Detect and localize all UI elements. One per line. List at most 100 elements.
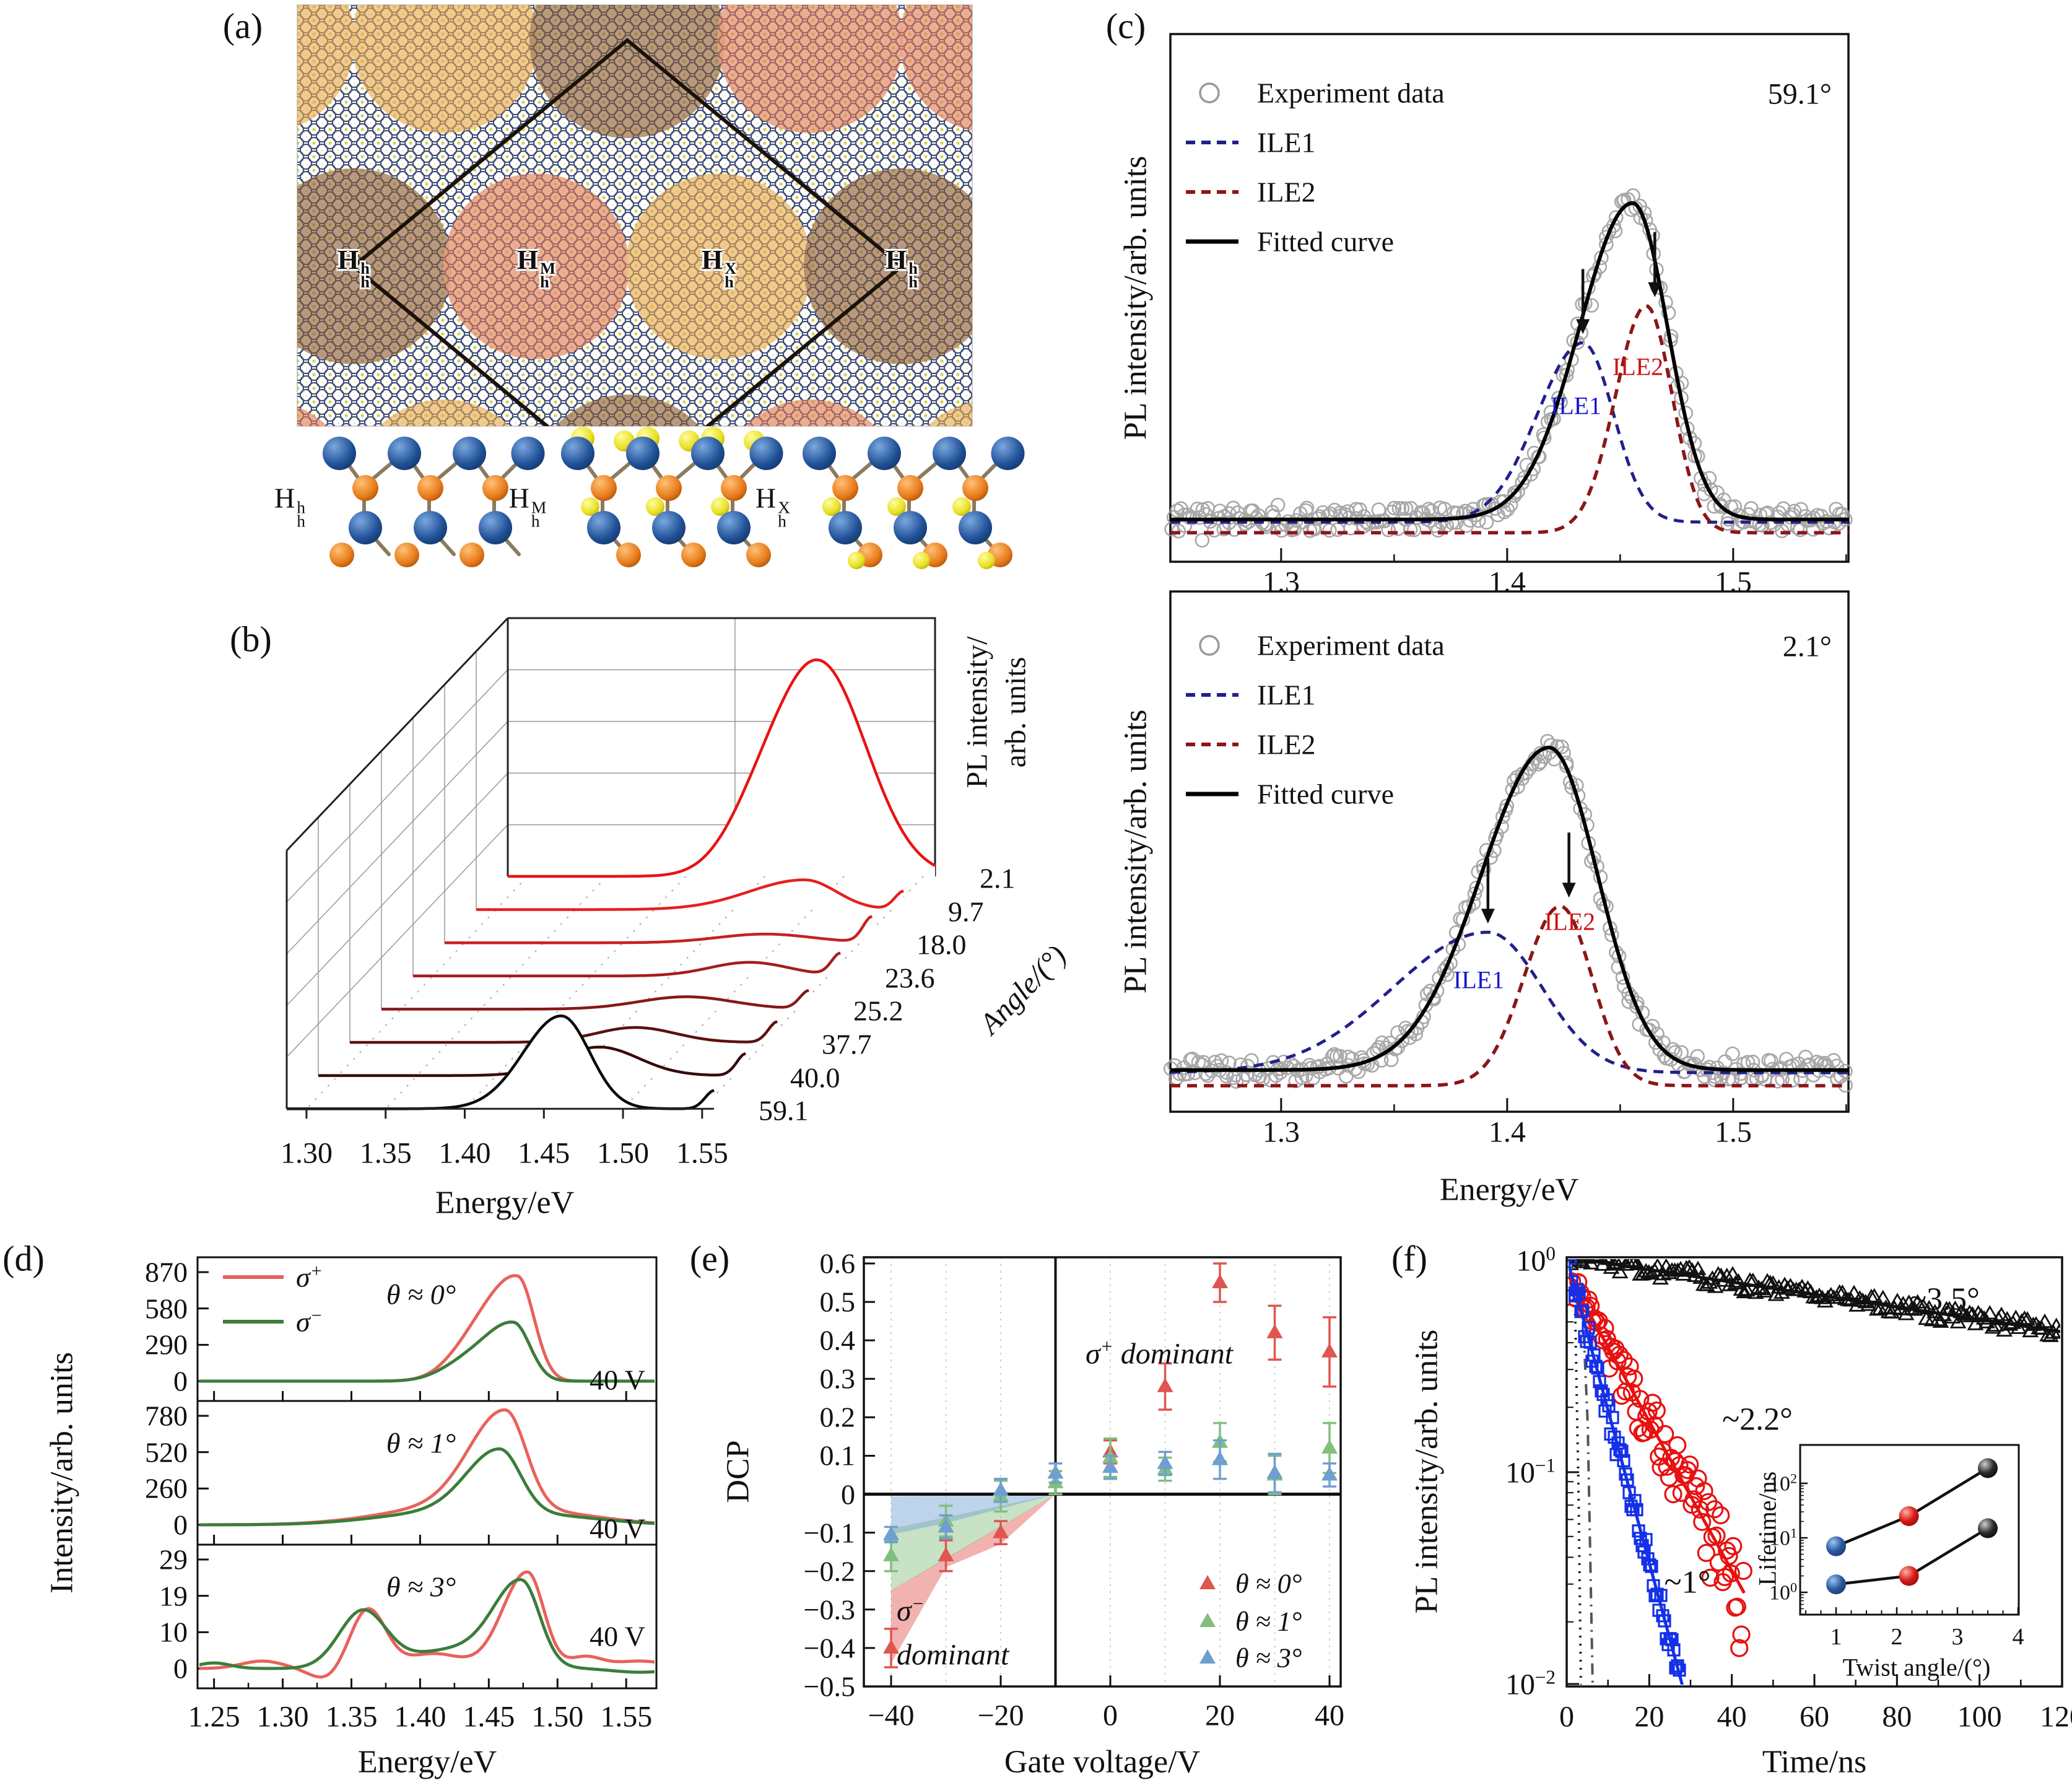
fit21-legend-expt: Experiment data (1257, 629, 1445, 661)
panel-d-graphics (196, 1256, 658, 1690)
fit-x-tick: 1.3 (1262, 1115, 1300, 1149)
decay-x-tick: 120 (2040, 1700, 2072, 1734)
fit59-angle-badge: 59.1° (1767, 77, 1832, 111)
fit-x-tick: 1.3 (1262, 565, 1300, 599)
sigma-x-tick: 1.30 (256, 1700, 309, 1734)
dcp-y-tick: 0.4 (819, 1324, 856, 1356)
dcp-y-tick: −0.5 (803, 1670, 855, 1703)
dcp-x-tick: 40 (1315, 1699, 1344, 1732)
fit59-ann-ile1: ILE1 (1550, 391, 1602, 420)
sigma-ylabel: Intensity/arb. units (44, 1352, 80, 1594)
fit59-ylabel: PL intensity/arb. units (1118, 155, 1154, 440)
decay-label-1: ~1° (1664, 1564, 1711, 1600)
sigma-y-tick: 29 (159, 1543, 188, 1576)
dcp-minus-dominant-sigma: σ− (897, 1592, 925, 1628)
fit-x-tick: 1.5 (1714, 1115, 1752, 1149)
dcp-plus-dominant-label: σ+ dominant (1085, 1335, 1234, 1371)
dcp-x-tick: 20 (1205, 1699, 1235, 1732)
waterfall-xlabel: Energy/eV (435, 1185, 575, 1221)
decay-ylabel: PL intensity/arb. units (1409, 1329, 1445, 1614)
waterfall-angle-tick: 37.7 (822, 1028, 872, 1060)
waterfall-x-tick: 1.45 (518, 1136, 570, 1170)
sigma-y-tick: 0 (173, 1652, 188, 1685)
dcp-y-tick: 0.2 (819, 1401, 856, 1433)
fit-x-tick: 1.5 (1714, 565, 1752, 599)
inset-x-tick: 4 (2012, 1624, 2024, 1650)
waterfall-x-tick: 1.30 (280, 1136, 333, 1170)
sigma-x-tick: 1.45 (463, 1700, 515, 1734)
sigma-volt0-label: 40 V (590, 1364, 645, 1396)
dcp-y-tick: −0.4 (803, 1632, 855, 1664)
panel-e-graphics (863, 1256, 1342, 1688)
dcp-minus-dominant-word: dominant (897, 1638, 1009, 1672)
fit21-xlabel: Energy/eV (1439, 1172, 1579, 1208)
decay-label-35: ~3.5° (1909, 1281, 1980, 1317)
panel-label-c: (c) (1105, 6, 1146, 46)
waterfall-zlabel-1: PL intensity/ (960, 636, 994, 788)
sigma-y-tick: 290 (145, 1328, 188, 1361)
decay-x-tick: 60 (1800, 1700, 1829, 1734)
sigma-y-tick: 780 (145, 1400, 188, 1432)
inset-y-tick: 102 (1769, 1470, 1797, 1496)
dcp-xlabel: Gate voltage/V (1004, 1744, 1201, 1780)
sigma-theta3-label: θ ≈ 3° (386, 1571, 456, 1603)
dcp-y-tick: 0.1 (819, 1439, 856, 1472)
dcp-x-tick: −40 (868, 1699, 915, 1732)
dcp-legend-theta3: θ ≈ 3° (1235, 1643, 1302, 1673)
decay-x-tick: 20 (1634, 1700, 1665, 1734)
fit-x-tick: 1.4 (1488, 1115, 1526, 1149)
sigma-x-tick: 1.55 (600, 1700, 653, 1734)
panel-f-graphics (1565, 1256, 2063, 1688)
sigma-y-tick: 0 (173, 1509, 188, 1541)
sigma-y-tick: 0 (173, 1365, 188, 1397)
waterfall-x-tick: 1.35 (359, 1136, 412, 1170)
sigma-y-tick: 260 (145, 1472, 188, 1504)
fit59-ann-ile2: ILE2 (1612, 352, 1664, 381)
panel-label-f: (f) (1391, 1238, 1427, 1279)
dcp-y-tick: 0.3 (819, 1363, 856, 1395)
inset-y-tick: 101 (1769, 1525, 1797, 1550)
panel-c-top-graphics (1164, 33, 1853, 563)
waterfall-angle-tick: 59.1 (759, 1094, 809, 1127)
decay-xlabel: Time/ns (1762, 1744, 1867, 1780)
panel-label-b: (b) (230, 619, 272, 660)
dcp-y-tick: 0 (841, 1478, 855, 1511)
sigma-y-tick: 870 (145, 1256, 188, 1288)
sigma-y-tick: 520 (145, 1436, 188, 1468)
fit21-legend-ile1: ILE1 (1257, 679, 1316, 711)
dcp-y-tick: −0.2 (803, 1555, 855, 1587)
fit59-legend-fit: Fitted curve (1257, 225, 1394, 258)
sigma-x-tick: 1.35 (325, 1700, 378, 1734)
sigma-theta0-label: θ ≈ 0° (386, 1278, 456, 1311)
decay-x-tick: 40 (1717, 1700, 1747, 1734)
waterfall-angle-tick: 25.2 (853, 995, 903, 1027)
fit59-legend-ile2: ILE2 (1257, 176, 1316, 208)
fit21-legend-ile2: ILE2 (1257, 728, 1316, 761)
fit59-legend-expt: Experiment data (1257, 77, 1445, 109)
sigma-legend-minus: σ− (296, 1305, 323, 1338)
decay-y-tick: 10−1 (1505, 1454, 1556, 1490)
dcp-y-tick: 0.6 (819, 1247, 856, 1280)
dcp-x-tick: −20 (977, 1699, 1024, 1732)
panel-label-e: (e) (689, 1238, 730, 1279)
sigma-y-tick: 19 (159, 1580, 188, 1612)
sigma-x-tick: 1.50 (531, 1700, 584, 1734)
fit21-ylabel: PL intensity/arb. units (1118, 709, 1154, 994)
decay-x-tick: 0 (1559, 1700, 1574, 1734)
dcp-legend-theta0: θ ≈ 0° (1235, 1568, 1302, 1599)
waterfall-x-tick: 1.55 (676, 1136, 728, 1170)
sigma-volt1-label: 40 V (590, 1512, 645, 1545)
fit21-angle-badge: 2.1° (1782, 630, 1832, 663)
fit21-legend-fit: Fitted curve (1257, 778, 1394, 810)
fit21-ann-ile1: ILE1 (1453, 966, 1505, 994)
inset-x-tick: 2 (1891, 1624, 1903, 1650)
decay-y-tick: 10−2 (1505, 1666, 1556, 1701)
dcp-ylabel: DCP (720, 1440, 756, 1503)
inset-x-tick: 3 (1951, 1624, 1964, 1650)
